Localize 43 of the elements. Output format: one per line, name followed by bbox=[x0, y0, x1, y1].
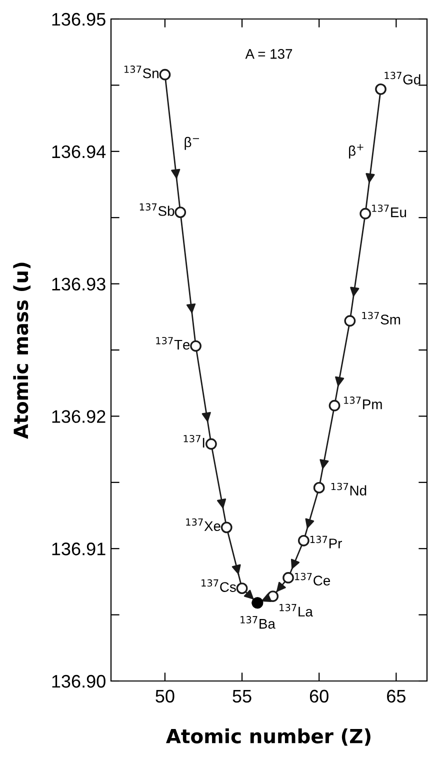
x-axis-title: Atomic number (Z) bbox=[166, 728, 370, 746]
point bbox=[206, 438, 217, 450]
point bbox=[190, 340, 202, 352]
annotation: $^{137}$Eu bbox=[372, 204, 406, 218]
annotation: β$^{−}$ bbox=[184, 136, 200, 150]
point bbox=[174, 206, 186, 218]
y-tick-label: 136.95 bbox=[52, 12, 106, 26]
annotation: $^{137}$Te bbox=[156, 336, 190, 350]
annotation: $^{137}$Cs bbox=[202, 579, 236, 592]
annotation: $^{137}$Pm bbox=[344, 396, 382, 410]
point bbox=[282, 572, 294, 584]
y-tick-label: 136.92 bbox=[52, 410, 106, 423]
y-tick-label: 136.90 bbox=[52, 674, 106, 688]
annotation: $^{137}$Nd bbox=[331, 482, 366, 496]
annotation: $^{137}$Gd bbox=[384, 72, 420, 84]
annotation: $^{137}$Pr bbox=[310, 536, 342, 548]
point bbox=[159, 68, 171, 80]
point bbox=[236, 582, 248, 594]
annotation: β$^{+}$ bbox=[349, 144, 364, 158]
annotation: $^{137}$Sm bbox=[362, 312, 400, 324]
point bbox=[298, 534, 310, 546]
annotation: $^{137}$Xe bbox=[186, 518, 220, 532]
y-axis-title: Atomic mass (u) bbox=[13, 262, 31, 439]
point bbox=[360, 208, 372, 220]
y-tick-label: 136.91 bbox=[52, 542, 106, 556]
annotation: $^{137}$Sn bbox=[124, 66, 158, 78]
annotation: $^{137}$Sb bbox=[140, 203, 174, 216]
x-tick-label: 65 bbox=[387, 690, 406, 703]
point bbox=[344, 315, 356, 327]
x-tick-label: 50 bbox=[156, 690, 174, 703]
x-tick-label: 55 bbox=[232, 690, 252, 703]
y-tick-label: 136.93 bbox=[52, 278, 106, 291]
point bbox=[313, 482, 325, 494]
annotation: $^{137}$La bbox=[280, 604, 313, 617]
x-tick-label: 60 bbox=[310, 690, 328, 703]
point bbox=[220, 522, 232, 534]
point bbox=[328, 400, 340, 412]
y-tick-label: 136.94 bbox=[52, 145, 106, 158]
annotation: $^{137}$I bbox=[184, 434, 204, 448]
annotation: $^{137}$Ba bbox=[240, 616, 276, 629]
annotation: $^{137}$Ce bbox=[295, 572, 330, 586]
annotation: A = 137 bbox=[245, 49, 292, 59]
point bbox=[375, 83, 386, 95]
